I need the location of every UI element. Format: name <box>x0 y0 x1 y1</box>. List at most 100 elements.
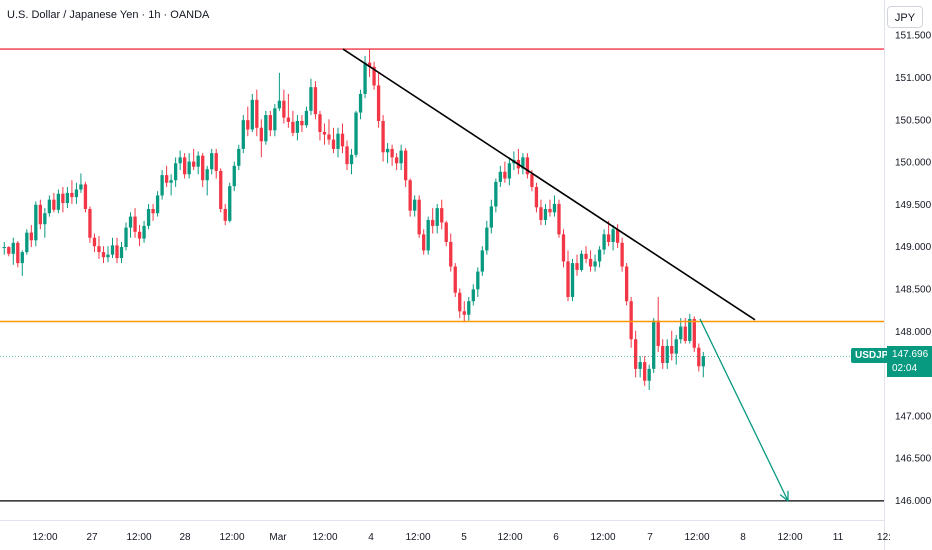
candle-body <box>318 114 322 132</box>
candle-body <box>255 99 259 128</box>
candle-body <box>83 184 88 209</box>
candle-body <box>137 231 142 239</box>
x-tick-label: 12:00 <box>777 532 802 543</box>
x-tick-label: 6 <box>553 532 559 543</box>
candle-body <box>372 66 376 86</box>
candle-body <box>110 245 115 255</box>
candle-body <box>291 121 295 133</box>
y-tick-label: 148.500 <box>895 285 932 296</box>
x-tick-label: 12:00 <box>126 532 151 543</box>
candle-body <box>363 62 367 94</box>
y-tick-label: 151.000 <box>895 73 932 84</box>
candle-body <box>7 247 11 254</box>
y-tick-label: 151.500 <box>895 31 932 42</box>
candle-body <box>354 112 358 155</box>
candle-body <box>593 261 597 267</box>
candle-body <box>503 171 507 179</box>
candle-body <box>557 203 561 235</box>
candle-body <box>327 134 331 140</box>
candle-body <box>584 253 588 259</box>
candle-body <box>214 153 218 171</box>
candle-body <box>453 266 457 293</box>
candle-body <box>390 148 394 158</box>
candle-body <box>65 192 70 204</box>
candle-body <box>679 326 683 340</box>
x-tick-label: 5 <box>461 532 467 543</box>
candle-body <box>16 242 20 264</box>
candle-body <box>56 193 61 210</box>
candle-body <box>647 368 651 381</box>
candle-body <box>440 208 444 223</box>
candle-body <box>20 252 24 264</box>
candle-body <box>431 219 435 226</box>
candle-body <box>250 99 254 130</box>
x-tick-label: 28 <box>179 532 191 543</box>
candle-body <box>169 180 173 183</box>
candle-body <box>674 339 678 354</box>
candle-body <box>43 213 47 225</box>
candle-body <box>183 157 187 175</box>
candle-body <box>192 161 196 167</box>
projection-arrow-head <box>779 490 789 503</box>
x-tick-label: 12: <box>877 532 891 543</box>
candle-body <box>606 234 611 242</box>
candle-body <box>124 227 128 248</box>
candle-body <box>52 199 56 210</box>
candle-body <box>661 346 665 363</box>
y-tick-label: 149.500 <box>895 200 932 211</box>
candle-body <box>521 157 525 169</box>
candle-body <box>92 237 97 247</box>
candle-body <box>241 120 245 149</box>
candle-body <box>385 148 390 153</box>
candle-body <box>543 208 548 220</box>
candle-body <box>187 161 191 175</box>
candles <box>2 49 705 391</box>
candle-body <box>340 133 345 147</box>
y-tick-label: 150.500 <box>895 115 932 126</box>
x-axis-ticks: 12:00 27 12:00 28 12:00 Mar 12:00 4 12:00 5 12:00 6… <box>32 532 890 543</box>
candle-body <box>151 208 155 214</box>
x-tick-label: 12:00 <box>32 532 57 543</box>
x-tick-label: 12:00 <box>219 532 244 543</box>
candle-body <box>575 263 579 270</box>
candle-body <box>273 108 277 131</box>
candle-body <box>485 227 489 251</box>
currency-button[interactable]: JPY <box>887 6 923 28</box>
x-tick-label: 12:00 <box>590 532 615 543</box>
candle-body <box>277 100 282 109</box>
candle-body <box>25 232 29 253</box>
candle-body <box>615 229 620 243</box>
candle-body <box>232 165 236 187</box>
candle-body <box>223 208 227 221</box>
candle-body <box>196 155 200 167</box>
x-tick-label: 12:00 <box>684 532 709 543</box>
x-tick-label: 7 <box>647 532 653 543</box>
candle-body <box>413 199 417 211</box>
candle-body <box>697 347 701 367</box>
x-tick-label: 11 <box>833 532 844 543</box>
candle-body <box>489 206 493 228</box>
candle-body <box>34 204 38 241</box>
candle-body <box>381 120 385 153</box>
candle-body <box>29 232 33 241</box>
last-price-tag: 147.696 02:04 <box>887 346 932 377</box>
candle-body <box>688 318 692 341</box>
candle-body <box>2 247 6 249</box>
y-tick-label: 146.500 <box>895 454 932 465</box>
candle-body <box>665 346 669 363</box>
y-tick-label: 150.000 <box>895 158 932 169</box>
candle-body <box>133 216 137 232</box>
candle-body <box>349 154 354 165</box>
x-tick-label: 12:00 <box>405 532 430 543</box>
candle-body <box>494 181 498 207</box>
x-tick-label: Mar <box>269 532 287 543</box>
descending-trendline <box>342 48 756 321</box>
candle-body <box>146 208 151 226</box>
candle-body <box>597 249 602 262</box>
candle-body <box>394 157 399 164</box>
candle-body <box>358 93 363 113</box>
candle-body <box>588 258 593 267</box>
candle-body <box>97 246 101 253</box>
candle-body <box>345 146 349 165</box>
